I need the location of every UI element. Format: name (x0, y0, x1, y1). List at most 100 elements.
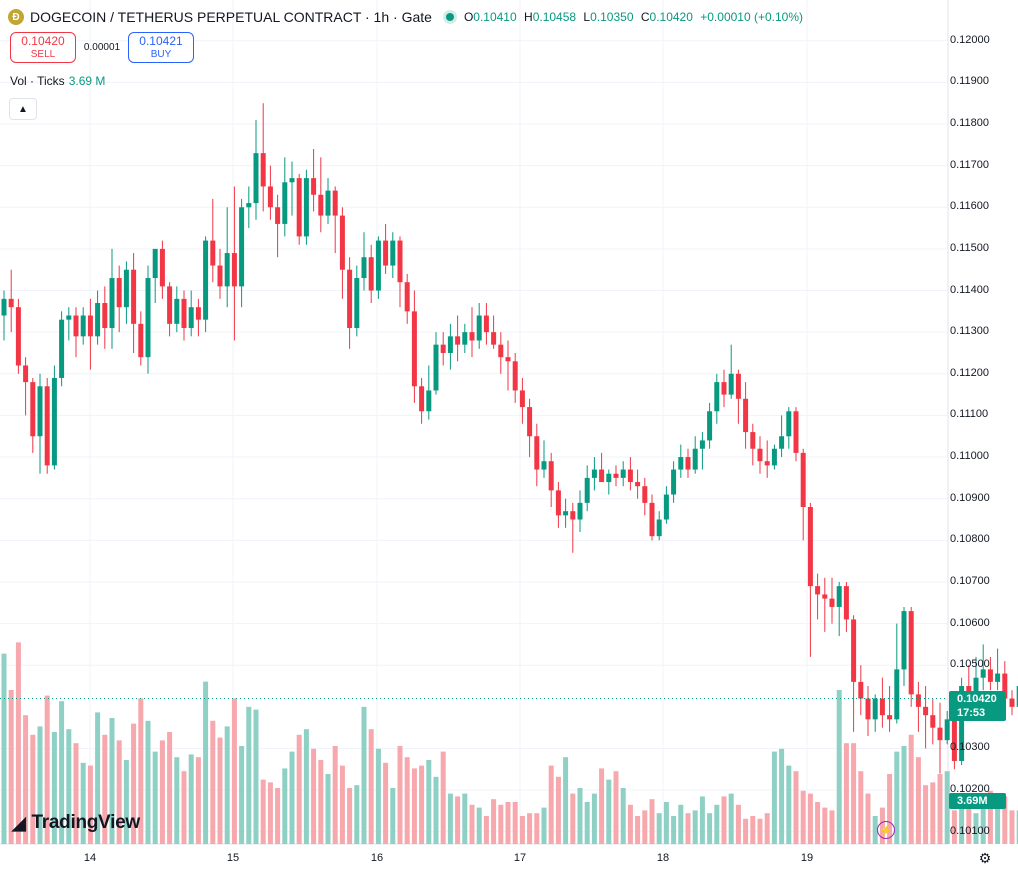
price-tick-label: 0.10800 (950, 533, 990, 546)
volume-bar (887, 774, 893, 844)
candle-body (44, 386, 50, 466)
volume-bar (152, 751, 158, 844)
volume-bar (87, 765, 93, 844)
price-tick-label: 0.11200 (950, 366, 989, 379)
volume-bar (397, 746, 403, 844)
candle-body (995, 673, 1001, 682)
volume-bar (109, 718, 115, 844)
candle-body (275, 207, 281, 224)
volume-bar (527, 813, 533, 844)
volume-bar (440, 751, 446, 844)
tradingview-logo[interactable]: ◢ TradingView (12, 812, 140, 834)
candle-body (66, 315, 72, 320)
trade-buttons: 0.10420 SELL 0.00001 0.10421 BUY (10, 32, 194, 63)
sell-button[interactable]: 0.10420 SELL (10, 32, 76, 63)
buy-button[interactable]: 0.10421 BUY (128, 32, 194, 63)
volume-bar (937, 774, 943, 844)
candle-body (303, 178, 309, 237)
volume-bar (951, 810, 957, 844)
volume-bar (807, 793, 813, 844)
volume-bar (318, 760, 324, 844)
candle-body (109, 278, 115, 328)
volume-bar (649, 799, 655, 844)
volume-bar (973, 813, 979, 844)
volume-bar (375, 748, 381, 844)
candle-body (217, 265, 223, 287)
volume-bar (944, 771, 950, 844)
time-tick-label: 14 (83, 852, 97, 864)
volume-bar (354, 785, 360, 844)
volume-bar (224, 726, 230, 844)
candle-body (829, 598, 835, 607)
volume-bar (901, 746, 907, 844)
ohlc-low-key: L (583, 10, 591, 24)
candle-body (764, 461, 770, 466)
price-tick-label: 0.10900 (950, 491, 990, 504)
volume-bar (620, 788, 626, 844)
candle-body (923, 706, 929, 716)
candle-body (383, 240, 389, 266)
volume-bar (311, 748, 317, 844)
volume-bar (188, 754, 194, 844)
time-tick-label: 18 (656, 852, 670, 864)
volume-bar (267, 782, 273, 844)
candle-body (80, 315, 86, 337)
volume-bar (30, 734, 36, 844)
candle-body (577, 502, 583, 520)
candle-body (714, 382, 720, 412)
volume-bar (815, 802, 821, 844)
volume-bar (786, 765, 792, 844)
volume-bar (217, 737, 223, 844)
spread-value: 0.00001 (83, 42, 121, 53)
candle-body (563, 511, 569, 516)
candle-body (145, 278, 151, 358)
volume-bar (757, 818, 763, 844)
candle-body (51, 377, 57, 466)
candle-body (195, 307, 201, 320)
candle-body (807, 507, 813, 587)
symbol-title[interactable]: DOGECOIN / TETHERUS PERPETUAL CONTRACT ·… (30, 9, 432, 25)
ohlc-values: O0.10410 H0.10458 L0.10350 C0.10420 +0.0… (464, 10, 807, 24)
volume-legend[interactable]: Vol · Ticks 3.69 M (10, 74, 105, 88)
volume-bar (325, 774, 331, 844)
volume-bar (1009, 810, 1015, 844)
candle-body (951, 719, 957, 761)
candle-body (671, 469, 677, 495)
price-tick-label: 0.11300 (950, 325, 989, 338)
candle-body (282, 182, 288, 224)
volume-bar (73, 743, 79, 844)
volume-bar (37, 726, 43, 844)
candle-body (332, 190, 338, 216)
volume-bar (203, 681, 209, 844)
candle-body (59, 319, 65, 378)
candle-body (649, 502, 655, 537)
settings-gear-icon[interactable]: ⚙ (978, 849, 992, 866)
market-open-indicator-icon (445, 13, 454, 21)
volume-bar (800, 790, 806, 844)
candle-body (224, 253, 230, 287)
volume-bar (491, 799, 497, 844)
volume-bar (627, 804, 633, 844)
volume-bar (563, 757, 569, 844)
candle-body (181, 298, 187, 328)
candle-body (296, 178, 302, 237)
volume-bar (426, 760, 432, 844)
candle-body (361, 257, 367, 279)
collapse-legend-button[interactable]: ▲ (9, 98, 37, 120)
price-tick-label: 0.11900 (950, 75, 989, 88)
volume-bar (714, 804, 720, 844)
price-tick-label: 0.10200 (950, 783, 990, 796)
candle-body (491, 332, 497, 345)
candle-body (512, 361, 518, 391)
candle-body (973, 677, 979, 703)
volume-bar (368, 729, 374, 844)
volume-bar (793, 771, 799, 844)
candle-body (318, 194, 324, 216)
candle-body (836, 586, 842, 607)
candle-body (786, 411, 792, 437)
candle-body (987, 669, 993, 682)
lightning-icon[interactable]: ⚡ (877, 821, 895, 839)
candle-body (174, 298, 180, 324)
candle-body (102, 303, 108, 328)
